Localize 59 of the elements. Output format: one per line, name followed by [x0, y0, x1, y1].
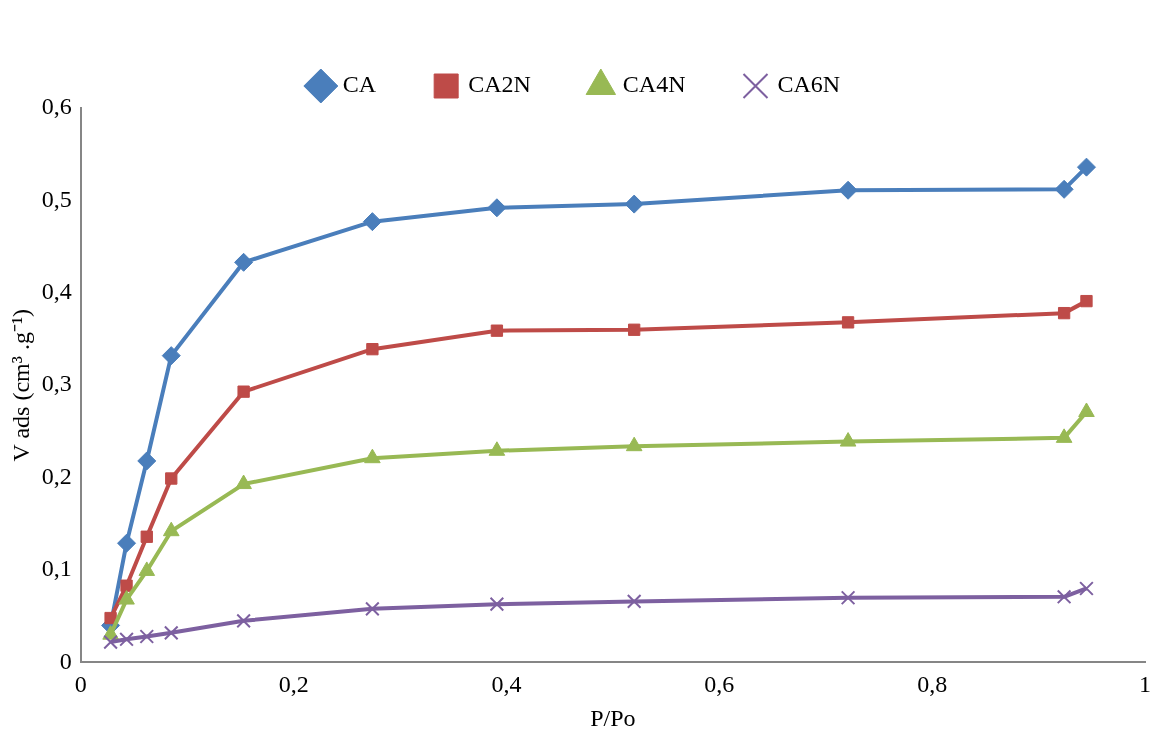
- point: [488, 441, 506, 456]
- y-tick-label: 0,4: [41, 278, 72, 305]
- x-axis-title: P/Po: [590, 704, 636, 731]
- point: [103, 634, 118, 650]
- point: [120, 579, 133, 592]
- y-axis-title: V ads (cm³ .g⁻¹): [7, 308, 34, 462]
- point: [364, 448, 381, 464]
- point: [165, 472, 178, 485]
- point: [840, 590, 856, 606]
- point: [117, 533, 137, 553]
- y-tick-label: 0,5: [41, 185, 72, 212]
- point: [628, 323, 641, 336]
- point: [1057, 306, 1071, 320]
- point: [235, 474, 252, 490]
- point: [487, 198, 507, 218]
- point: [236, 613, 251, 629]
- y-tick-label: 0,2: [41, 462, 72, 489]
- x-tick-label: 0,2: [278, 671, 309, 698]
- x-tick-label: 0,4: [491, 671, 522, 698]
- point: [490, 324, 504, 337]
- point: [118, 590, 135, 605]
- point: [139, 629, 155, 644]
- point: [838, 180, 858, 200]
- point: [841, 316, 855, 329]
- point: [163, 625, 179, 641]
- point: [1055, 428, 1073, 443]
- point: [104, 611, 117, 625]
- y-tick-label: 0,6: [41, 93, 72, 120]
- point: [626, 594, 642, 609]
- point: [162, 521, 180, 537]
- point: [1054, 179, 1074, 199]
- y-tick-label: 0,1: [41, 555, 72, 582]
- point: [1079, 581, 1094, 596]
- x-tick-label: 0,6: [704, 671, 735, 698]
- point: [137, 451, 157, 471]
- point: [140, 530, 153, 543]
- point: [1076, 157, 1096, 177]
- point: [365, 601, 380, 617]
- y-tick-label: 0: [59, 647, 72, 674]
- point: [489, 596, 505, 612]
- point: [237, 385, 250, 398]
- legend-label: CA4N: [622, 71, 686, 98]
- x-tick-label: 1: [1139, 671, 1151, 698]
- point: [839, 432, 857, 447]
- point: [362, 212, 382, 232]
- point: [1080, 294, 1093, 308]
- point: [366, 343, 379, 356]
- x-tick-label: 0,8: [917, 671, 948, 698]
- point: [624, 194, 644, 214]
- point: [138, 561, 156, 576]
- point: [119, 631, 134, 647]
- legend-label: CA2N: [468, 71, 531, 98]
- point: [161, 346, 181, 366]
- point: [625, 436, 643, 452]
- point: [234, 252, 254, 272]
- point: [1056, 589, 1072, 605]
- legend-label: CA6N: [777, 71, 841, 98]
- legend-label: CA: [342, 71, 377, 98]
- y-tick-label: 0,3: [41, 370, 72, 397]
